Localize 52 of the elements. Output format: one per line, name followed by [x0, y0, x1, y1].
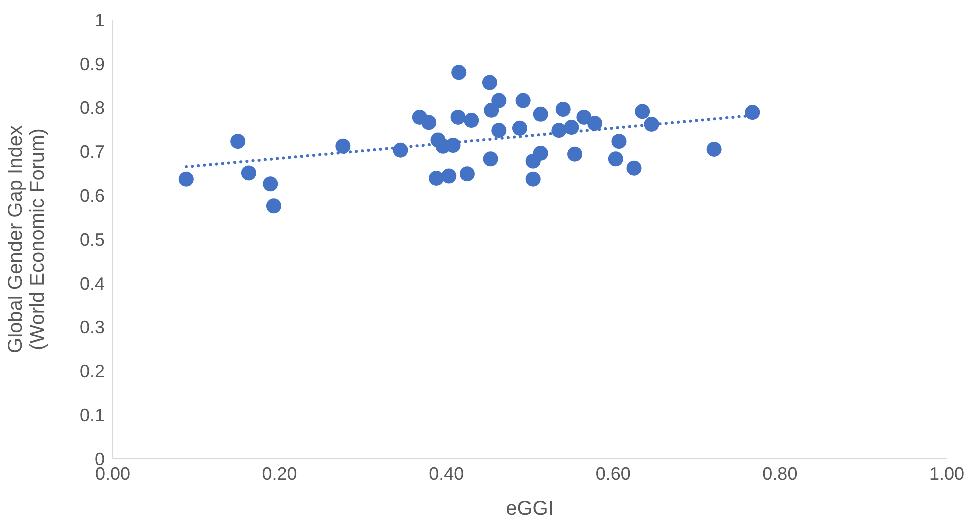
point [452, 65, 467, 80]
point [556, 102, 571, 118]
point [393, 142, 408, 158]
point [492, 123, 507, 138]
x-tick-label: 0.20 [262, 464, 298, 484]
point [482, 75, 498, 90]
point [178, 172, 194, 187]
point [516, 93, 531, 108]
point [336, 138, 351, 154]
point [576, 110, 592, 125]
point [533, 146, 548, 161]
y-tick-label: 0.7 [80, 142, 105, 162]
y-tick-label: 0.2 [80, 362, 105, 382]
x-tick-label: 0.80 [762, 464, 798, 484]
point [230, 134, 246, 150]
point [464, 113, 480, 128]
x-tick-label: 0.40 [429, 464, 464, 484]
point [483, 152, 498, 167]
y-tick-label: 0.3 [80, 318, 105, 338]
y-tick-label: 0.9 [80, 54, 105, 74]
point [644, 116, 660, 132]
point [429, 170, 444, 186]
point [442, 168, 457, 184]
point [422, 115, 437, 130]
y-tick-label: 0.8 [80, 98, 105, 118]
point [512, 120, 528, 136]
y-tick-label: 0.1 [80, 405, 105, 426]
point [263, 176, 278, 192]
point [564, 120, 580, 136]
point [635, 104, 650, 120]
point [626, 160, 642, 176]
point [608, 152, 624, 167]
point [484, 102, 500, 118]
point [266, 198, 282, 214]
point [450, 110, 466, 125]
y-tick-label: 0.4 [80, 274, 105, 294]
point [526, 172, 541, 187]
point [612, 134, 627, 150]
point [241, 166, 256, 181]
point [706, 142, 722, 158]
x-tick-label: 1.00 [929, 464, 965, 484]
point [533, 106, 548, 122]
y-tick-label: 1 [94, 10, 105, 30]
point [745, 105, 760, 120]
x-axis-title: eGGI [506, 498, 554, 520]
point [460, 166, 475, 182]
point [588, 116, 603, 132]
x-tick-label: 0.60 [596, 464, 631, 484]
y-tick-label: 0.5 [80, 230, 105, 250]
point [492, 93, 507, 108]
y-tick-label: 0.6 [80, 186, 105, 206]
point [568, 146, 583, 162]
